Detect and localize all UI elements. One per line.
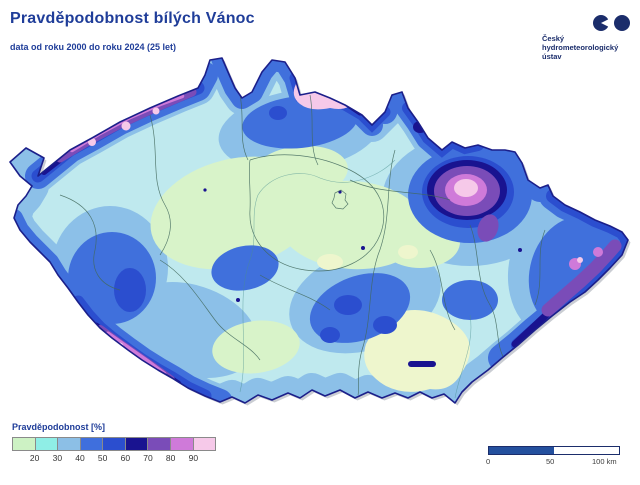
legend-cell	[170, 438, 194, 450]
chmi-logo-icon	[593, 15, 630, 31]
legend-tick: 20	[29, 453, 40, 463]
legend-cell	[103, 438, 126, 450]
org-name-line: Český	[542, 34, 565, 43]
legend-colorbar	[12, 437, 216, 451]
legend-cell	[125, 438, 149, 450]
page-subtitle: data od roku 2000 do roku 2024 (25 let)	[10, 42, 177, 52]
scalebar: 0 50 100 km	[486, 444, 632, 466]
legend-tick: 80	[165, 453, 176, 463]
legend-tick: 50	[97, 453, 108, 463]
legend-ticks: 20 30 40 50 60 70 80 90	[12, 453, 216, 465]
org-name-line: ústav	[542, 52, 562, 61]
org-name: Český hydrometeorologický ústav	[542, 34, 618, 61]
legend-cell	[148, 438, 171, 450]
legend-cell	[80, 438, 104, 450]
legend-tick: 30	[52, 453, 63, 463]
page-title: Pravděpodobnost bílých Vánoc	[10, 10, 255, 27]
legend-tick: 40	[75, 453, 85, 463]
scalebar-label-mid: 50	[546, 457, 555, 466]
scalebar-label-start: 0	[486, 457, 491, 466]
map-fill-layers	[10, 58, 628, 403]
legend-tick: 60	[120, 453, 131, 463]
legend-label: Pravděpodobnost [%]	[12, 422, 106, 432]
legend: Pravděpodobnost [%] 20 30 40 50 60 70 80 90	[12, 422, 252, 465]
legend-tick: 90	[188, 453, 199, 463]
scalebar-bar	[488, 446, 620, 455]
org-name-line: hydrometeorologický	[542, 43, 619, 52]
rivers	[239, 159, 472, 399]
legend-cell	[35, 438, 59, 450]
admin-borders	[59, 94, 546, 396]
scalebar-label-end: 100 km	[592, 457, 617, 466]
legend-tick: 70	[143, 453, 153, 463]
legend-cell	[13, 438, 36, 450]
scalebar-fill	[489, 447, 554, 454]
legend-cell	[193, 438, 216, 450]
legend-cell	[58, 438, 81, 450]
